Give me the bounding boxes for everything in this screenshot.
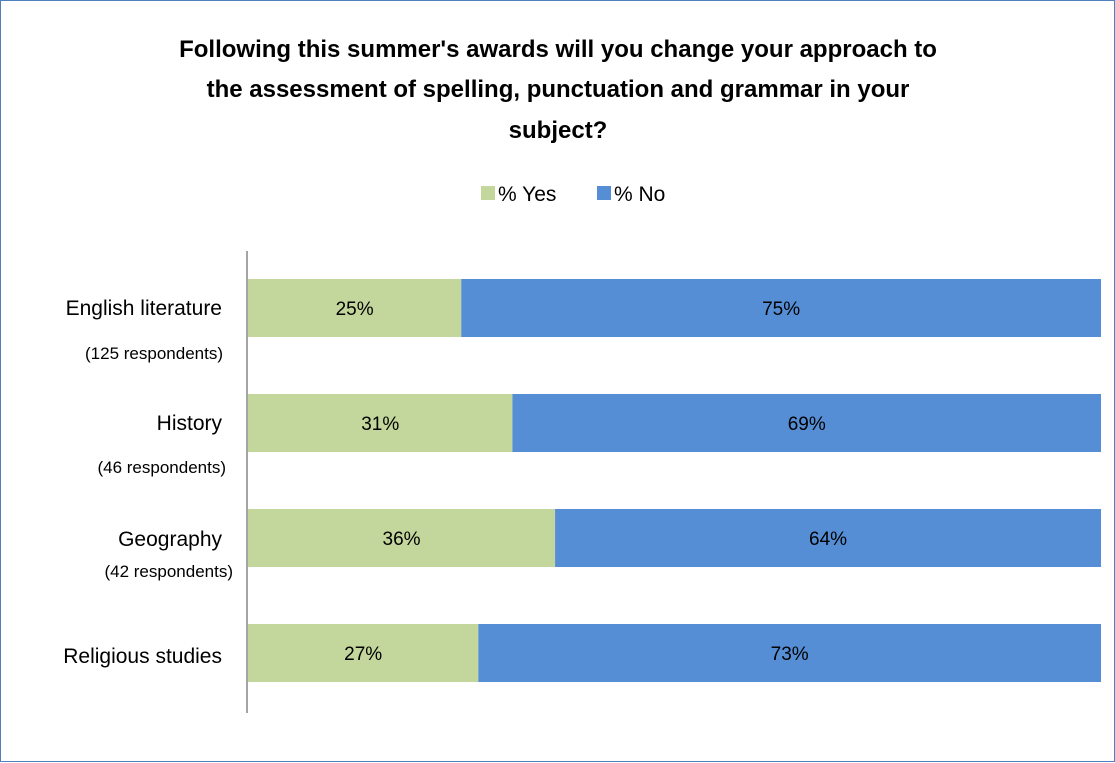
bar-segment (248, 509, 556, 567)
legend-label: % No (614, 183, 665, 206)
chart-title: Following this summer's awards will you … (179, 36, 937, 144)
data-label: 73% (771, 644, 809, 665)
category-axis-labels: English literature (125 respondents) Histo… (63, 297, 233, 668)
category-label: Religious studies (63, 645, 222, 668)
bar-segment (555, 509, 1101, 567)
chart-legend: % Yes % No (481, 183, 665, 206)
chart-title-line: subject? (509, 117, 608, 144)
legend-swatch (481, 186, 495, 200)
bar-segment (512, 394, 1101, 452)
data-label: 36% (383, 529, 421, 550)
category-label: English literature (66, 297, 222, 320)
legend-label: % Yes (498, 183, 556, 206)
data-label: 75% (762, 299, 800, 320)
bar-segment (478, 624, 1101, 682)
category-sublabel: (125 respondents) (85, 344, 223, 363)
category-label: Geography (118, 528, 222, 551)
bar-segment (248, 394, 513, 452)
legend-swatch (597, 186, 611, 200)
chart-title-line: Following this summer's awards will you … (179, 36, 937, 63)
bar-segment (248, 279, 462, 337)
category-sublabel: (46 respondents) (97, 458, 226, 477)
chart-title-line: the assessment of spelling, punctuation … (207, 76, 910, 103)
data-label: 27% (344, 644, 382, 665)
data-label: 25% (336, 299, 374, 320)
category-label: History (157, 412, 223, 435)
data-label: 64% (809, 529, 847, 550)
bar-segment (461, 279, 1101, 337)
data-label: 69% (788, 414, 826, 435)
category-sublabel: (42 respondents) (104, 562, 233, 581)
bars: 25% 75% 31% 69% 36% 64% 27% 73% (248, 279, 1101, 682)
data-label: 31% (361, 414, 399, 435)
bar-segment (248, 624, 479, 682)
